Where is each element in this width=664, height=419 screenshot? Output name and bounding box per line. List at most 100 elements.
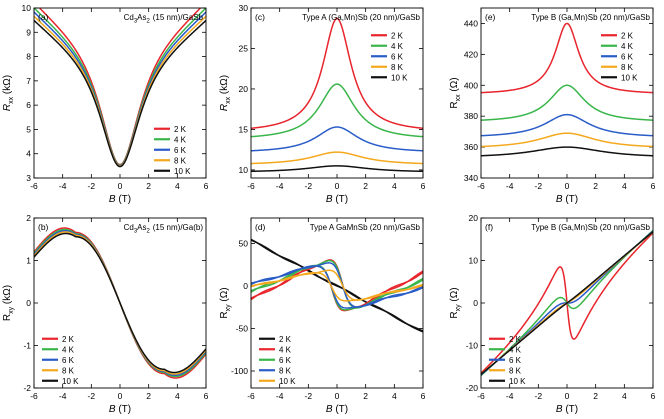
series-line-10k [481, 230, 653, 376]
x-tick-label: -2 [535, 391, 543, 401]
x-tick-label: -6 [477, 391, 485, 401]
legend-label: 2 K [621, 31, 634, 40]
legend-label: 2 K [391, 31, 404, 40]
x-tick-label: 0 [335, 391, 340, 401]
legend: 2 K4 K6 K8 K10 K [371, 31, 408, 82]
legend-label: 4 K [174, 135, 187, 144]
x-axis-label: B (T) [326, 404, 348, 415]
legend-label: 10 K [509, 377, 526, 386]
y-tick-label: 380 [464, 111, 478, 121]
y-tick-label: 0 [26, 298, 31, 308]
y-tick-label: 6 [26, 100, 31, 110]
legend-label: 10 K [174, 167, 191, 176]
series-line-4k [251, 83, 423, 138]
x-tick-label: -2 [88, 181, 96, 191]
plot-frame [250, 7, 424, 179]
legend-label: 2 K [174, 125, 187, 134]
y-tick-label: 8 [26, 52, 31, 62]
y-tick-label: 25 [239, 43, 249, 53]
series-line-8k [481, 132, 653, 148]
series-group [34, 8, 206, 168]
x-tick-label: 4 [622, 181, 627, 191]
x-tick-label: -6 [477, 181, 485, 191]
series-line-6k [481, 113, 653, 137]
legend-label: 8 K [279, 366, 292, 375]
legend-label: 6 K [509, 356, 522, 365]
legend: 2 K4 K6 K8 K10 K [489, 335, 526, 386]
legend-label: 6 K [391, 52, 404, 61]
y-axis-label: Rxy (Ω) [219, 287, 232, 318]
legend-label: 8 K [621, 63, 634, 72]
legend-label: 4 K [621, 42, 634, 51]
panel-label: (d) [255, 222, 266, 232]
y-tick-label: -2 [23, 383, 31, 393]
y-axis-label: Rxy (Ω) [449, 287, 462, 318]
x-tick-label: -2 [305, 181, 313, 191]
x-tick-label: -2 [305, 391, 313, 401]
x-tick-label: 0 [118, 181, 123, 191]
panel-title: Type A (Ga,Mn)Sb (20 nm)/GaSb [302, 13, 420, 22]
y-tick-label: -20 [466, 383, 479, 393]
x-tick-label: 6 [421, 391, 426, 401]
x-tick-label: -4 [59, 391, 67, 401]
x-tick-label: 4 [392, 391, 397, 401]
series-line-6k [251, 126, 423, 152]
series-line-2k [481, 22, 653, 94]
series-group [34, 227, 206, 379]
legend-label: 8 K [509, 366, 522, 375]
legend-label: 6 K [279, 356, 292, 365]
x-axis-label: B (T) [556, 404, 578, 415]
x-tick-label: -6 [30, 181, 38, 191]
legend-label: 8 K [62, 366, 75, 375]
series-group [481, 22, 653, 157]
y-axis-label: Rxx (Ω) [449, 77, 462, 108]
x-tick-label: 6 [421, 181, 426, 191]
x-tick-label: 4 [175, 181, 180, 191]
x-tick-label: -4 [276, 181, 284, 191]
panel-title: Cd3As2 (15 nm)/Ga(b) [124, 223, 204, 235]
y-tick-label: 10 [22, 3, 32, 13]
series-line-10k [481, 146, 653, 157]
panel-label: (c) [255, 12, 265, 22]
series-group [251, 17, 423, 173]
panel-e: -6 -4 -2 0 2 4 6 340 360 380 400 420 440 (e) Type B (G… [449, 7, 656, 205]
series-line-2k [251, 17, 423, 130]
x-tick-label: 0 [565, 391, 570, 401]
y-tick-label: 360 [464, 142, 478, 152]
y-tick-label: 9 [26, 27, 31, 37]
y-tick-label: 400 [464, 80, 478, 90]
panel-title: Type B (Ga,Mn)Sb (20 nm)/GaSb [531, 223, 650, 232]
y-tick-label: 10 [239, 165, 249, 175]
legend-label: 4 K [391, 42, 404, 51]
y-tick-label: 10 [469, 256, 479, 266]
legend-label: 4 K [279, 345, 292, 354]
plot-frame [33, 217, 207, 389]
x-tick-label: 0 [118, 391, 123, 401]
x-tick-label: 4 [622, 391, 627, 401]
series-line-10k [251, 269, 423, 301]
legend: 2 K4 K6 K8 K10 K [42, 335, 79, 386]
x-tick-label: 2 [146, 391, 151, 401]
y-tick-label: -10 [466, 341, 479, 351]
legend-label: 4 K [509, 345, 522, 354]
legend-label: 8 K [174, 156, 187, 165]
x-tick-label: 6 [204, 391, 209, 401]
x-tick-label: -2 [88, 391, 96, 401]
legend: 2 K 4 K6 K 8 K10 K [601, 31, 638, 82]
x-tick-label: -6 [30, 391, 38, 401]
legend-label: 10 K [621, 73, 638, 82]
series-group [481, 229, 653, 377]
x-tick-label: -4 [506, 391, 514, 401]
x-tick-label: 6 [651, 181, 656, 191]
x-tick-label: 6 [204, 181, 209, 191]
x-tick-label: 6 [651, 391, 656, 401]
y-tick-label: 0 [243, 281, 248, 291]
y-tick-label: 5 [26, 124, 31, 134]
legend-label: 6 K [621, 52, 634, 61]
y-tick-label: -100 [231, 366, 248, 376]
y-tick-label: 30 [239, 3, 249, 13]
y-tick-label: 0 [473, 298, 478, 308]
y-tick-label: 20 [239, 84, 249, 94]
